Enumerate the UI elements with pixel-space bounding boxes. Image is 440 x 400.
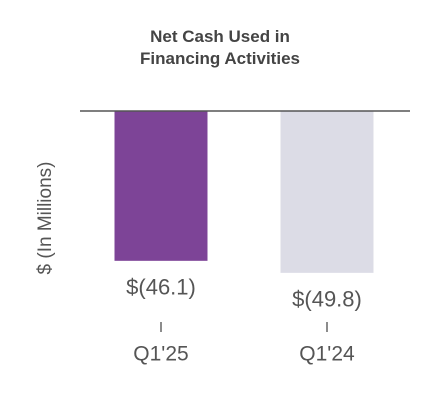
value-label: $(49.8) (292, 287, 362, 312)
bar (114, 111, 208, 261)
x-tick-label: Q1'25 (133, 343, 188, 366)
y-axis-label: $ (In Millions) (35, 162, 56, 275)
value-label: $(46.1) (126, 275, 196, 300)
chart-title: Net Cash Used in Financing Activities (140, 27, 300, 68)
bar (280, 111, 374, 273)
x-tick-label: Q1'24 (299, 343, 355, 366)
